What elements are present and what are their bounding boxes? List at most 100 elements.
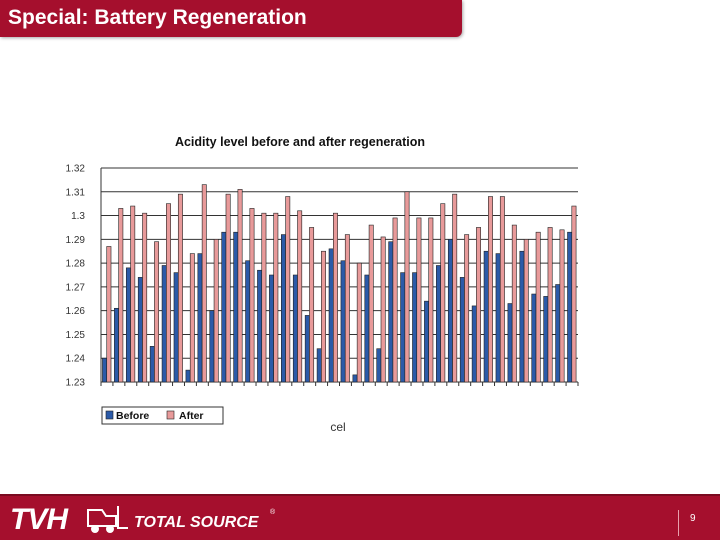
logo-total-source-text: TOTAL SOURCE <box>134 514 260 531</box>
bar-before <box>149 346 155 383</box>
bar-before <box>400 272 406 383</box>
bar-before <box>197 253 203 383</box>
bar-after <box>154 241 160 383</box>
bar-after <box>523 239 529 383</box>
tvh-total-source-logo: TVH TOTAL SOURCE ® <box>10 503 276 534</box>
bar-after <box>452 193 458 383</box>
bar-after <box>297 210 303 383</box>
bar-after <box>404 191 410 383</box>
bar-before <box>436 265 441 383</box>
y-tick-label: 1.24 <box>66 354 86 365</box>
y-axis-ticks: 1.23 1.24 1.25 1.26 1.27 1.28 1.29 1.3 1.31 1.32 <box>66 164 86 389</box>
y-tick-label: 1.27 <box>66 282 86 293</box>
bar-before <box>567 231 573 383</box>
bar-before <box>424 300 429 383</box>
bar-before <box>161 265 167 383</box>
bar-before <box>543 296 549 383</box>
x-axis-label: cel <box>330 420 345 434</box>
bar-before <box>364 274 370 383</box>
y-tick-label: 1.26 <box>66 306 86 317</box>
bar-before <box>114 307 119 383</box>
bar-before <box>471 305 477 383</box>
bar-before <box>519 250 525 383</box>
bar-before <box>352 374 358 383</box>
logo-tvh-text: TVH <box>10 503 69 534</box>
bar-chart: Acidity level before and after regenerat… <box>55 133 599 435</box>
bar-after <box>177 193 183 383</box>
bar-after <box>380 236 386 383</box>
bar-after <box>488 196 493 383</box>
bar-before <box>245 260 251 383</box>
bar-after <box>225 193 231 383</box>
legend-label-before: Before <box>116 410 149 422</box>
x-axis-ticks <box>100 382 579 386</box>
bar-before <box>555 284 561 383</box>
bar-before <box>304 315 310 383</box>
registered-mark: ® <box>270 508 276 516</box>
footer-bar: TVH TOTAL SOURCE ® 9 <box>0 496 720 540</box>
bar-before <box>269 274 274 383</box>
bar-after <box>273 212 279 383</box>
bar-before <box>173 272 179 383</box>
legend-swatch-before <box>105 410 114 420</box>
bar-after <box>499 196 505 383</box>
bar-before <box>388 241 394 383</box>
bar-after <box>547 227 553 383</box>
bar-before <box>102 357 108 383</box>
bars <box>102 184 577 383</box>
forklift-icon <box>87 506 128 533</box>
bar-after <box>511 224 517 383</box>
bar-before <box>137 277 143 383</box>
bar-before <box>185 369 191 383</box>
bar-after <box>392 217 398 383</box>
bar-before <box>507 303 513 383</box>
bar-after <box>464 234 470 383</box>
bar-after <box>368 224 374 383</box>
bar-after <box>166 203 171 383</box>
legend: Before After <box>101 406 224 425</box>
bar-before <box>328 248 334 383</box>
bar-after <box>356 262 362 383</box>
bar-after <box>201 184 207 383</box>
bar-after <box>571 205 577 383</box>
bar-before <box>340 260 346 383</box>
bar-after <box>249 208 255 383</box>
y-tick-label: 1.31 <box>66 187 86 198</box>
footer-divider <box>0 494 720 497</box>
bar-after <box>332 212 338 383</box>
bar-after <box>261 212 267 383</box>
bar-after <box>106 246 112 383</box>
bar-after <box>142 212 148 383</box>
bar-after <box>237 189 243 383</box>
bar-after <box>130 205 136 383</box>
legend-swatch-after <box>166 410 175 420</box>
bar-after <box>213 239 219 383</box>
bar-after <box>118 208 124 383</box>
page-number-divider <box>678 510 679 536</box>
bar-after <box>476 227 481 383</box>
bar-after <box>309 227 315 383</box>
bar-before <box>483 250 489 383</box>
bar-after <box>440 203 446 383</box>
y-tick-label: 1.29 <box>66 235 86 246</box>
chart-container: Acidity level before and after regenerat… <box>55 133 599 435</box>
bar-before <box>376 348 382 383</box>
legend-label-after: After <box>179 410 204 422</box>
bar-before <box>125 267 131 383</box>
bar-after <box>559 229 565 383</box>
slide-title: Special: Battery Regeneration <box>8 6 307 29</box>
bar-after <box>344 234 350 383</box>
bar-before <box>233 231 239 383</box>
bar-before <box>209 310 215 383</box>
y-tick-label: 1.25 <box>66 330 86 341</box>
title-bar: Special: Battery Regeneration <box>0 0 462 37</box>
bar-before <box>459 277 465 383</box>
bar-after <box>285 196 291 383</box>
bar-before <box>495 253 501 383</box>
bar-after <box>416 217 422 383</box>
bar-after <box>189 253 195 383</box>
bar-before <box>292 274 298 383</box>
bar-before <box>281 234 286 383</box>
bar-before <box>531 293 537 383</box>
y-tick-label: 1.32 <box>66 164 86 175</box>
